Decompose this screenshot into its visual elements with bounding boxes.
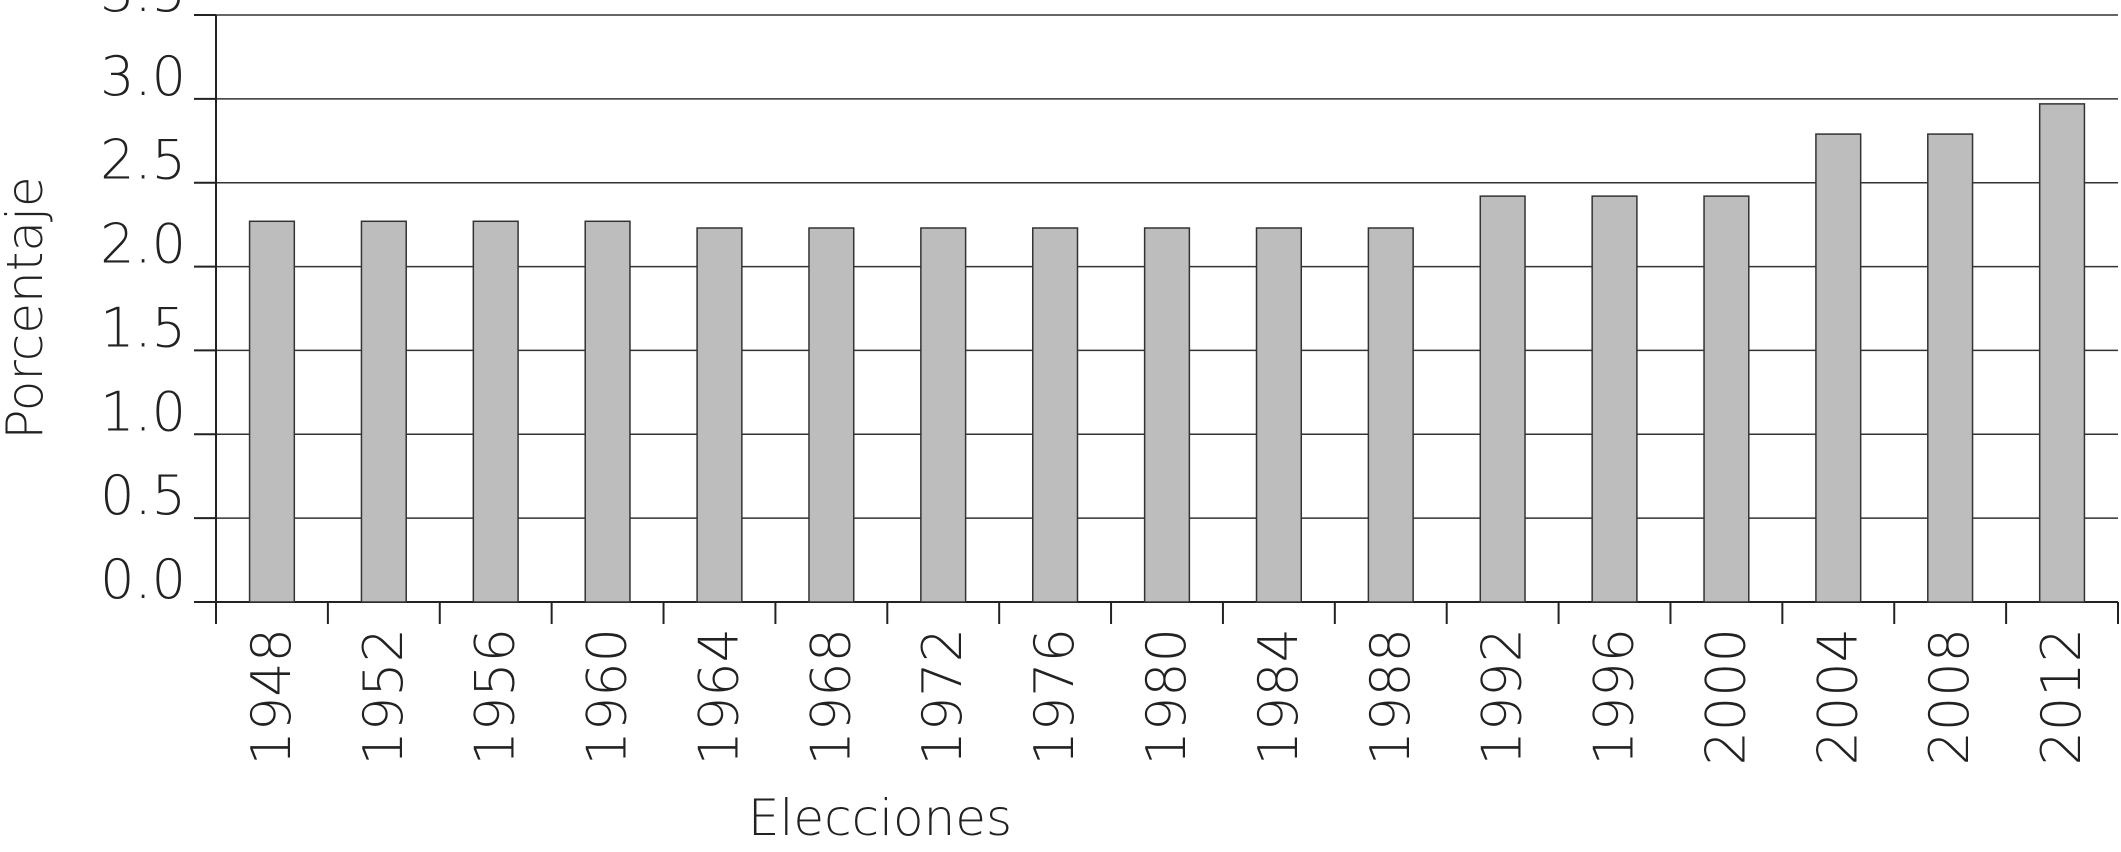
bar <box>248 220 296 603</box>
x-tick-label: 1948 <box>240 628 303 765</box>
y-tick-label: 3.5 <box>100 0 186 24</box>
x-tick-label: 1960 <box>576 628 639 765</box>
bar <box>696 227 743 603</box>
bar <box>472 220 519 603</box>
bar <box>584 220 631 603</box>
x-tick-label: 1996 <box>1583 628 1646 765</box>
bar <box>920 227 967 603</box>
x-axis-title: Elecciones <box>748 789 1012 847</box>
y-tick-label: 0.0 <box>100 548 186 611</box>
bar <box>1591 195 1638 603</box>
x-tick-label: 1956 <box>464 628 527 765</box>
x-tick-label: 1984 <box>1247 628 1310 765</box>
bar <box>1367 227 1414 603</box>
bar <box>1479 195 1526 603</box>
bar <box>1815 133 1862 603</box>
x-tick-label: 1988 <box>1359 628 1422 765</box>
bar <box>808 227 855 603</box>
y-tick-label: 3.0 <box>100 45 186 108</box>
x-tick-label: 2012 <box>2030 628 2093 765</box>
bar <box>1927 133 1974 603</box>
x-tick-label: 2008 <box>1918 628 1981 765</box>
y-axis-title: Porcentaje <box>0 176 54 439</box>
bar <box>1255 227 1303 603</box>
y-tick-label: 2.0 <box>100 213 186 276</box>
y-tick-label: 2.5 <box>100 129 186 192</box>
x-tick-label: 1980 <box>1135 628 1198 765</box>
y-tick-label: 0.5 <box>100 464 186 527</box>
x-tick-label: 1972 <box>911 628 974 765</box>
x-tick-label: 2000 <box>1694 628 1757 765</box>
x-tick-label: 1968 <box>799 628 862 765</box>
bar <box>1703 195 1750 603</box>
x-tick-label: 1952 <box>352 628 415 765</box>
bar <box>360 220 407 603</box>
x-tick-label: 2004 <box>1806 628 1869 765</box>
bar <box>1143 227 1191 603</box>
x-tick-label: 1992 <box>1471 628 1534 765</box>
bar <box>1031 227 1079 603</box>
x-tick-label: 1964 <box>687 628 750 765</box>
x-tick-label: 1976 <box>1023 628 1086 765</box>
bar <box>2038 103 2086 603</box>
y-tick-label: 1.5 <box>100 296 186 359</box>
y-tick-label: 1.0 <box>100 380 186 443</box>
